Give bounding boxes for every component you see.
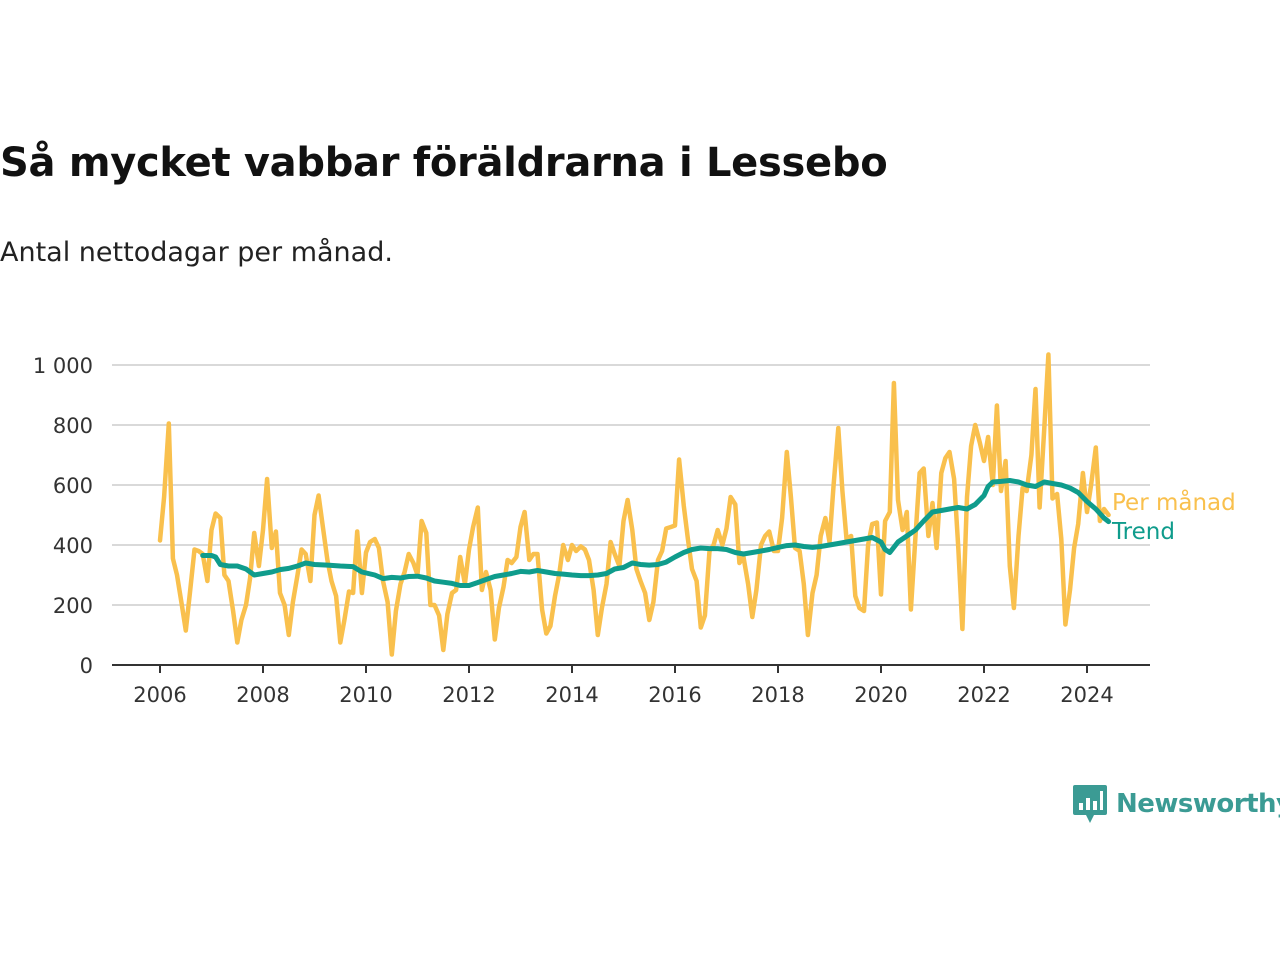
y-tick-label: 800 — [53, 414, 93, 438]
brand-name: Newsworthy — [1116, 789, 1280, 819]
y-tick-label: 600 — [53, 474, 93, 498]
x-tick-label: 2020 — [854, 683, 907, 707]
series-line-per-manad — [157, 352, 1111, 657]
x-tick-label: 2018 — [751, 683, 804, 707]
x-axis-ticks: 2006 2008 2010 2012 2014 2016 2018 2020 2022 2024 — [133, 665, 1114, 707]
chart-title: Så mycket vabbar föräldrarna i Lessebo — [0, 140, 888, 186]
series-label-trend: Trend — [1111, 519, 1175, 545]
x-tick-label: 2012 — [442, 683, 495, 707]
x-tick-label: 2008 — [236, 683, 289, 707]
brand-logo: Newsworthy — [1072, 783, 1280, 825]
series-line-trend — [200, 478, 1112, 588]
chart-subtitle: Antal nettodagar per månad. — [0, 237, 393, 268]
y-tick-label: 400 — [53, 534, 93, 558]
y-tick-label: 200 — [53, 594, 93, 618]
y-tick-label: 0 — [80, 654, 93, 678]
y-tick-label: 1 000 — [33, 354, 93, 378]
x-tick-label: 2022 — [957, 683, 1010, 707]
x-tick-label: 2010 — [339, 683, 392, 707]
x-tick-label: 2024 — [1060, 683, 1113, 707]
x-tick-label: 2016 — [648, 683, 701, 707]
x-tick-label: 2014 — [545, 683, 598, 707]
newsworthy-logo-icon — [1073, 785, 1107, 823]
y-axis-ticks: 0 200 400 600 800 1 000 — [33, 354, 93, 678]
x-tick-label: 2006 — [133, 683, 186, 707]
series-label-per-manad: Per månad — [1112, 488, 1236, 516]
